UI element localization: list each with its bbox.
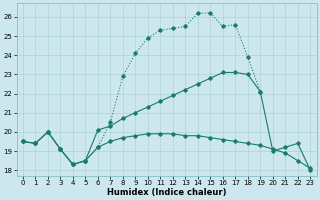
X-axis label: Humidex (Indice chaleur): Humidex (Indice chaleur) <box>107 188 226 197</box>
